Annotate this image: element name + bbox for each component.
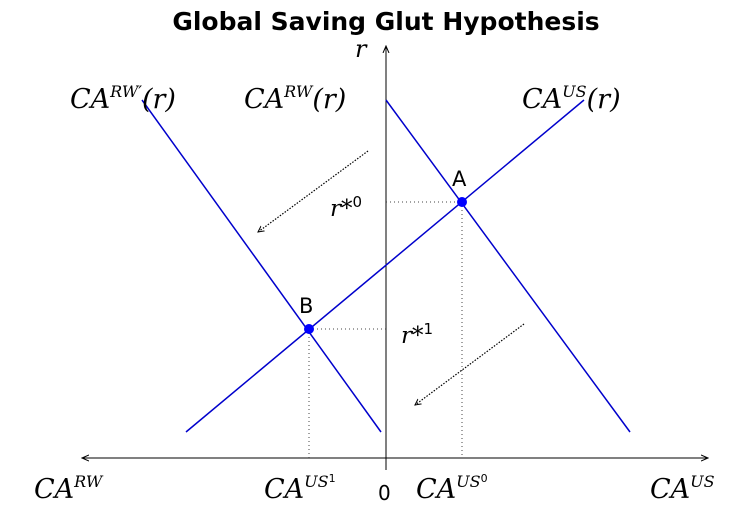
point-label-b: B: [299, 294, 313, 318]
rate-label-r0: r*0: [330, 193, 362, 222]
point-label-a: A: [452, 167, 467, 191]
curve-label-ca-rw: CARW(r): [244, 82, 346, 115]
rate-label-r1: r*1: [401, 320, 433, 349]
origin-label: 0: [378, 481, 391, 505]
curve-ca-us: [185, 99, 585, 433]
curve-label-ca-rw-shifted: CARW′(r): [70, 82, 176, 115]
equilibrium-point-a: [457, 197, 467, 207]
diagram-title: Global Saving Glut Hypothesis: [172, 7, 599, 36]
x-axis-right-label: CAUS: [650, 472, 715, 505]
x-axis-left-label: CARW: [34, 472, 104, 505]
ca-us1-label: CAUS1: [264, 472, 336, 505]
equilibrium-point-b: [304, 324, 314, 334]
y-axis-label: r: [355, 35, 368, 63]
curve-label-ca-us: CAUS(r): [522, 82, 621, 115]
ca-us0-label: CAUS0: [416, 472, 488, 505]
curve-ca-rw: [385, 99, 631, 433]
curve-ca-rw-shifted: [141, 99, 382, 433]
